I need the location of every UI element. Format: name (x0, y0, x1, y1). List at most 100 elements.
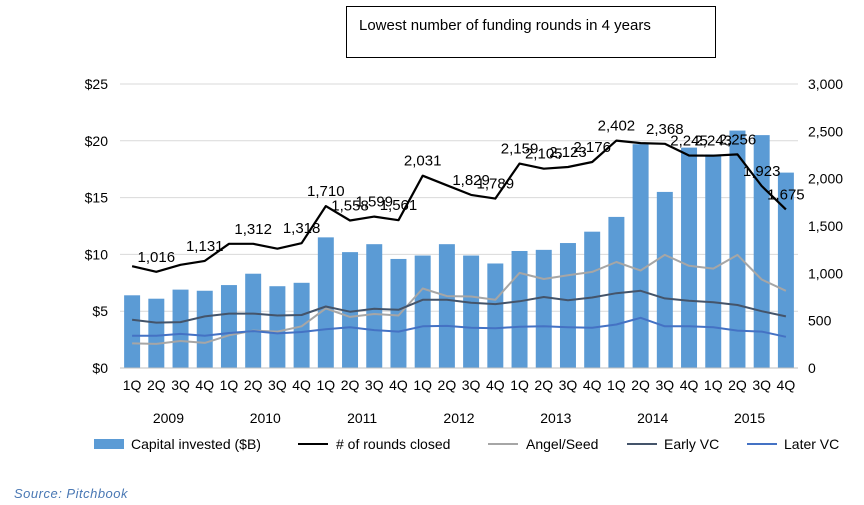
bar-capital-invested (487, 263, 504, 368)
data-label-rounds: 1,599 (355, 194, 393, 211)
bar-capital-invested (584, 231, 601, 368)
category-label: 3Q (365, 377, 384, 393)
bar-capital-invested (342, 252, 359, 368)
category-label: 4Q (583, 377, 602, 393)
bar-capital-invested (317, 237, 334, 368)
right-tick-label: 1,500 (808, 218, 843, 234)
year-label: 2011 (347, 410, 377, 426)
right-tick-label: 2,000 (808, 171, 843, 187)
category-label: 4Q (195, 377, 214, 393)
category-label: 1Q (123, 377, 142, 393)
category-label: 2Q (728, 377, 747, 393)
category-label: 2Q (147, 377, 166, 393)
year-label: 2012 (443, 410, 474, 426)
bar-capital-invested (245, 273, 262, 368)
year-label: 2010 (250, 410, 281, 426)
category-label: 3Q (171, 377, 190, 393)
bar-capital-invested (681, 147, 698, 368)
data-label-rounds: 1,675 (767, 186, 805, 203)
legend-angel-seed-label: Angel/Seed (526, 436, 598, 452)
category-label: 3Q (559, 377, 578, 393)
data-label-rounds: 2,123 (549, 144, 587, 161)
category-label: 2Q (341, 377, 360, 393)
data-label-rounds: 1,016 (138, 249, 176, 266)
bar-capital-invested (172, 289, 189, 368)
legend-capital-invested-label: Capital invested ($B) (131, 436, 261, 452)
category-label: 2Q (534, 377, 553, 393)
year-label: 2009 (153, 410, 184, 426)
legend-rounds-closed-label: # of rounds closed (336, 436, 450, 452)
category-label: 1Q (510, 377, 529, 393)
right-tick-label: 500 (808, 313, 832, 329)
left-tick-label: $5 (92, 303, 108, 319)
bar-capital-invested (511, 250, 528, 368)
bar-capital-invested (220, 285, 237, 368)
right-tick-label: 1,000 (808, 265, 843, 281)
category-label: 2Q (244, 377, 263, 393)
data-label-rounds: 1,561 (380, 197, 418, 214)
data-label-rounds: 1,131 (186, 238, 224, 255)
legend-early-vc-label: Early VC (664, 436, 719, 452)
legend-later-vc-label: Later VC (784, 436, 839, 452)
bar-capital-invested (632, 144, 649, 368)
right-tick-label: 2,500 (808, 123, 843, 139)
category-label: 1Q (607, 377, 626, 393)
data-label-rounds: 2,031 (404, 153, 442, 170)
bar-capital-invested (390, 258, 407, 368)
bar-capital-invested (269, 286, 286, 368)
bar-capital-invested (196, 290, 213, 368)
category-label: 4Q (777, 377, 796, 393)
data-label-rounds: 2,368 (646, 121, 684, 138)
left-tick-label: $20 (85, 133, 109, 149)
bar-capital-invested (777, 172, 794, 368)
category-label: 1Q (413, 377, 432, 393)
data-label-rounds: 1,558 (331, 198, 369, 215)
data-label-rounds: 1,710 (307, 183, 345, 200)
category-label: 2Q (438, 377, 457, 393)
category-label: 3Q (752, 377, 771, 393)
bar-capital-invested (729, 130, 746, 368)
bar-capital-invested (414, 255, 431, 368)
left-tick-label: $10 (85, 246, 109, 262)
right-tick-label: 3,000 (808, 76, 843, 92)
bar-capital-invested (366, 244, 383, 368)
category-label: 3Q (268, 377, 287, 393)
category-label: 1Q (316, 377, 335, 393)
year-label: 2014 (637, 410, 668, 426)
bar-capital-invested (463, 255, 480, 368)
chart-title: Lowest number of funding rounds in 4 yea… (359, 17, 651, 34)
data-label-rounds: 2,105 (525, 146, 563, 163)
left-tick-label: $0 (92, 360, 108, 376)
data-label-rounds: 1,923 (743, 163, 781, 180)
data-label-rounds: 1,789 (477, 176, 515, 193)
left-tick-label: $15 (85, 190, 109, 206)
year-label: 2015 (734, 410, 765, 426)
bar-capital-invested (535, 249, 552, 368)
category-label: 4Q (389, 377, 408, 393)
legend-capital-invested-swatch (94, 439, 124, 449)
data-label-rounds: 2,256 (719, 131, 757, 148)
data-label-rounds: 2,402 (598, 118, 636, 135)
category-label: 4Q (680, 377, 699, 393)
category-label: 3Q (462, 377, 481, 393)
left-tick-label: $25 (85, 76, 109, 92)
line-early-vc (131, 289, 787, 324)
bar-capital-invested (124, 295, 141, 368)
category-label: 4Q (486, 377, 505, 393)
right-tick-label: 0 (808, 360, 816, 376)
data-label-rounds: 1,318 (283, 220, 321, 237)
bar-capital-invested (705, 154, 722, 368)
data-label-rounds: 2,159 (501, 141, 539, 158)
bar-capital-invested (148, 298, 165, 368)
category-label: 1Q (220, 377, 239, 393)
chart-title-box: Lowest number of funding rounds in 4 yea… (346, 6, 716, 58)
category-label: 2Q (631, 377, 650, 393)
bar-capital-invested (438, 244, 455, 368)
category-label: 1Q (704, 377, 723, 393)
source-note: Source: Pitchbook (14, 486, 129, 501)
data-label-rounds: 2,176 (573, 139, 611, 156)
bar-capital-invested (656, 191, 673, 368)
data-label-rounds: 1,829 (452, 172, 490, 189)
bar-capital-invested (559, 243, 576, 368)
